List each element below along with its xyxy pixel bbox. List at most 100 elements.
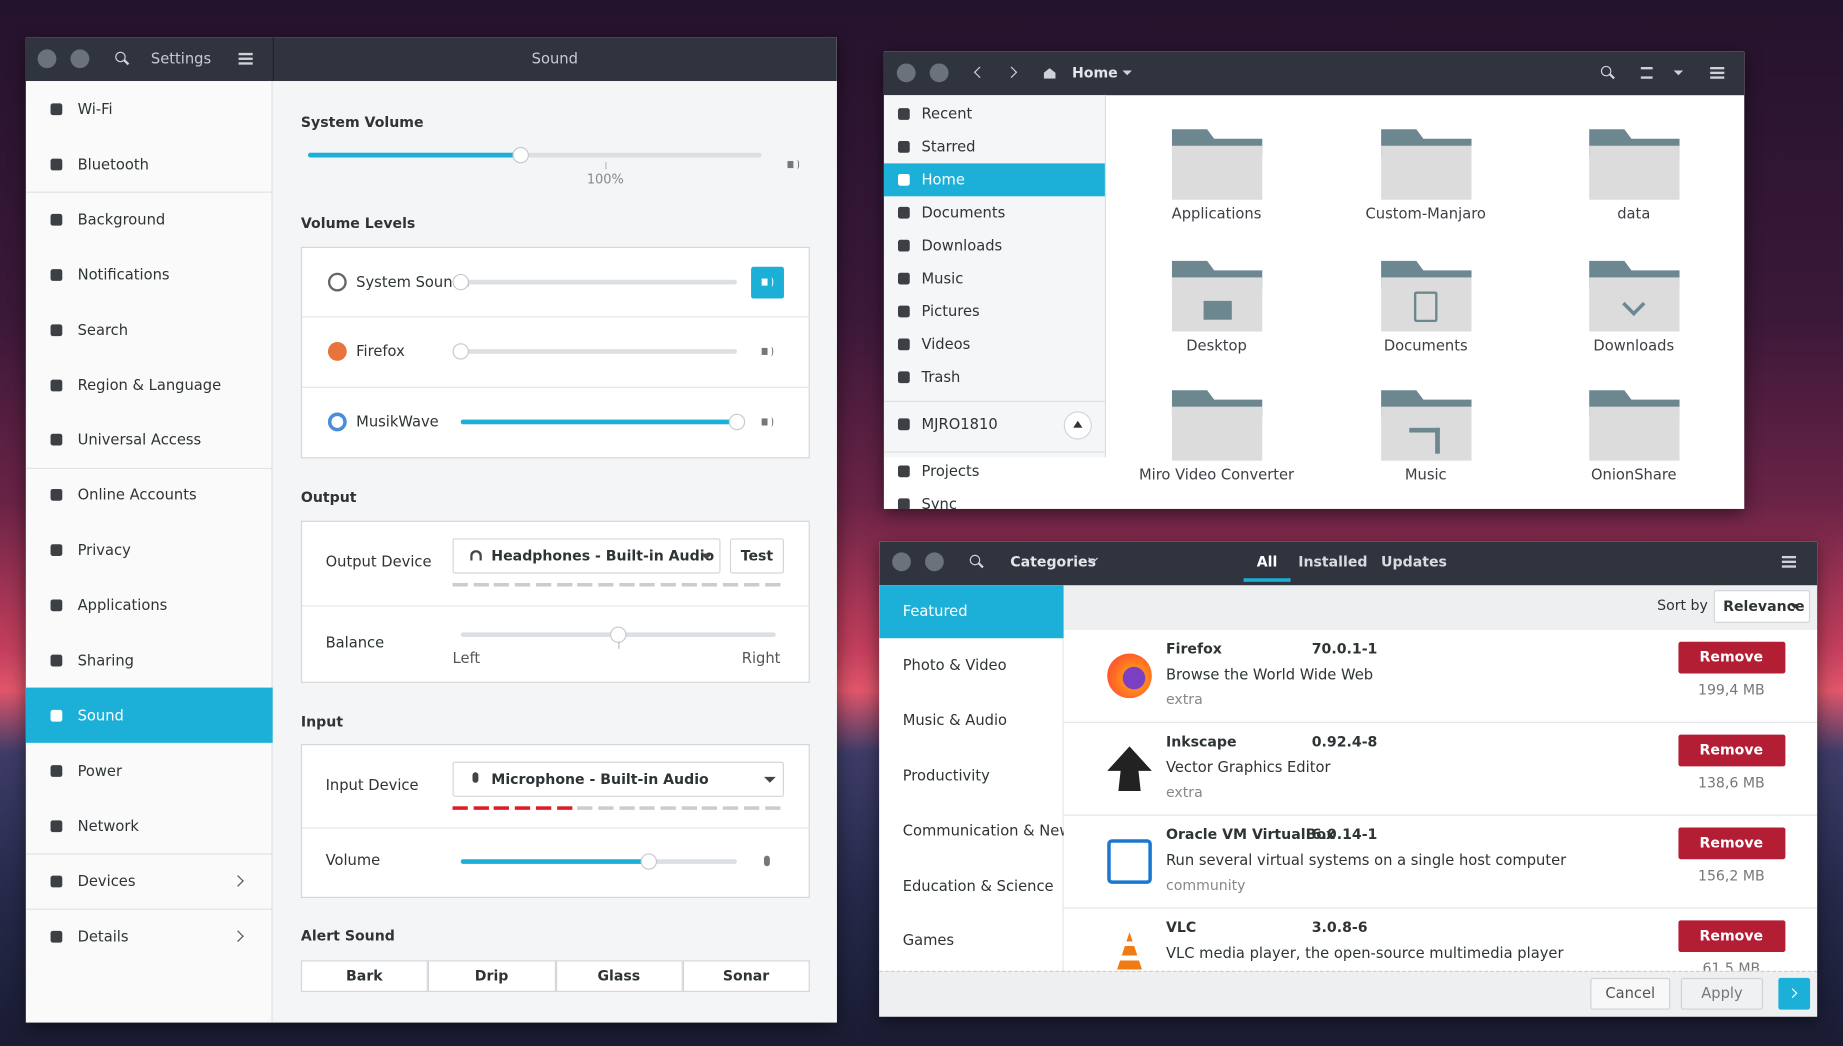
search-icon[interactable] [1600, 65, 1612, 77]
sidebar-item[interactable]: Background [77, 210, 166, 228]
slider-knob[interactable] [452, 343, 469, 360]
window-button[interactable] [892, 552, 911, 572]
sidebar-item[interactable]: Notifications [77, 265, 170, 283]
sidebar-item[interactable]: Bluetooth [77, 155, 149, 173]
file-label[interactable]: OnionShare [1590, 465, 1677, 484]
sidebar-item[interactable]: Network [77, 816, 139, 835]
sidebar-item[interactable]: Music [921, 269, 964, 287]
button-label[interactable]: Sonar [722, 967, 770, 984]
file-label[interactable]: Custom-Manjaro [1365, 204, 1486, 223]
tab[interactable]: All [1256, 553, 1278, 571]
categories-button[interactable]: Categories [1010, 553, 1097, 571]
button-label[interactable]: Drip [474, 967, 509, 984]
sidebar-item[interactable]: Sound [77, 706, 124, 724]
file-label[interactable]: Music [1404, 465, 1447, 484]
file-label[interactable]: data [1617, 204, 1651, 223]
view-button[interactable] [1640, 66, 1653, 79]
window-button[interactable] [70, 49, 90, 69]
remove-button[interactable] [1678, 734, 1786, 767]
button-label[interactable]: Remove [1699, 648, 1764, 666]
sidebar-item[interactable]: Starred [921, 137, 976, 156]
slider-knob[interactable] [610, 626, 627, 643]
path-label[interactable]: Home [1071, 64, 1118, 82]
folder-icon[interactable] [1171, 388, 1263, 461]
category-item[interactable]: Music & Audio [902, 711, 1008, 729]
file-label[interactable]: Miro Video Converter [1138, 465, 1295, 484]
sidebar-item[interactable]: Trash [921, 367, 961, 386]
slider-knob[interactable] [512, 146, 529, 164]
cancel-button[interactable] [1590, 977, 1671, 1010]
button-label[interactable]: Bark [346, 967, 383, 984]
button-label[interactable]: Remove [1699, 834, 1764, 851]
slider-track[interactable] [307, 152, 762, 158]
sidebar-item[interactable]: Region & Language [77, 375, 222, 394]
slider-knob[interactable] [640, 853, 658, 870]
sidebar-item[interactable]: Applications [77, 596, 168, 614]
sidebar-item[interactable]: Downloads [921, 236, 1003, 254]
category-item[interactable]: Education & Science [902, 876, 1054, 895]
folder-icon[interactable] [1589, 127, 1680, 200]
slider-knob[interactable] [728, 413, 746, 431]
sidebar-item[interactable]: Sharing [77, 651, 134, 669]
button-label[interactable]: Test [740, 547, 774, 565]
sidebar-item[interactable]: Devices [77, 871, 136, 890]
sidebar-item[interactable]: Sync [921, 494, 957, 509]
sidebar-item[interactable]: Search [77, 320, 129, 339]
folder-icon[interactable] [1381, 388, 1472, 461]
remove-button[interactable] [1678, 641, 1786, 674]
dropdown[interactable] [452, 538, 721, 574]
sidebar-item[interactable]: Recent [921, 104, 973, 123]
folder-icon[interactable] [1589, 259, 1680, 332]
file-label[interactable]: Applications [1171, 204, 1262, 223]
folder-icon[interactable] [1381, 259, 1472, 332]
folder-icon[interactable] [1171, 259, 1263, 332]
sidebar-item[interactable]: Home [921, 170, 965, 189]
category-item[interactable]: Photo & Video [902, 655, 1007, 674]
window-button[interactable] [925, 552, 944, 572]
tab[interactable]: Installed [1298, 553, 1368, 571]
remove-button[interactable] [1678, 920, 1786, 953]
sidebar-item[interactable]: MJRO1810 [921, 414, 998, 433]
folder-icon[interactable] [1589, 388, 1680, 461]
sidebar-item[interactable]: Wi-Fi [77, 99, 113, 118]
button-label[interactable]: Remove [1699, 927, 1764, 944]
dropdown[interactable] [1713, 590, 1811, 623]
sidebar-item[interactable]: Projects [921, 461, 980, 480]
category-item[interactable]: Communication & News [902, 821, 1079, 840]
button-label[interactable]: Remove [1699, 741, 1764, 759]
menu-button[interactable] [1781, 555, 1796, 568]
sidebar-item[interactable]: Online Accounts [77, 485, 197, 504]
alert-button[interactable] [428, 960, 556, 993]
sidebar-item[interactable]: Videos [921, 334, 971, 353]
tab[interactable]: Updates [1381, 553, 1447, 571]
button-label[interactable]: Apply [1701, 983, 1743, 1002]
button-label[interactable]: Cancel [1605, 983, 1656, 1002]
button-label[interactable]: Glass [597, 967, 641, 984]
folder-icon[interactable] [1171, 127, 1263, 200]
slider-knob[interactable] [452, 273, 469, 291]
dropdown[interactable] [452, 761, 784, 797]
sidebar-item[interactable]: Documents [921, 203, 1006, 221]
category-item[interactable]: Games [902, 930, 955, 949]
category-item[interactable]: Productivity [902, 766, 990, 784]
sidebar-item[interactable]: Details [77, 926, 129, 945]
folder-icon[interactable] [1381, 127, 1472, 200]
mute-button[interactable] [751, 266, 784, 299]
file-label[interactable]: Desktop [1186, 336, 1247, 354]
remove-button[interactable] [1678, 827, 1786, 860]
sidebar-item[interactable]: Pictures [921, 302, 980, 320]
test-button[interactable] [729, 538, 784, 574]
search-icon[interactable] [969, 554, 981, 566]
sidebar-item[interactable]: Universal Access [77, 430, 202, 449]
window-button[interactable] [896, 63, 916, 83]
window-button[interactable] [37, 49, 57, 69]
sidebar-item[interactable]: Power [77, 761, 123, 780]
alert-button[interactable] [555, 960, 683, 993]
next-button[interactable] [1778, 977, 1811, 1010]
file-label[interactable]: Documents [1383, 336, 1468, 354]
category-item[interactable]: Featured [902, 601, 968, 620]
window-button[interactable] [929, 63, 949, 83]
search-icon[interactable] [115, 51, 126, 63]
alert-button[interactable] [300, 960, 429, 993]
menu-button[interactable] [238, 52, 253, 65]
